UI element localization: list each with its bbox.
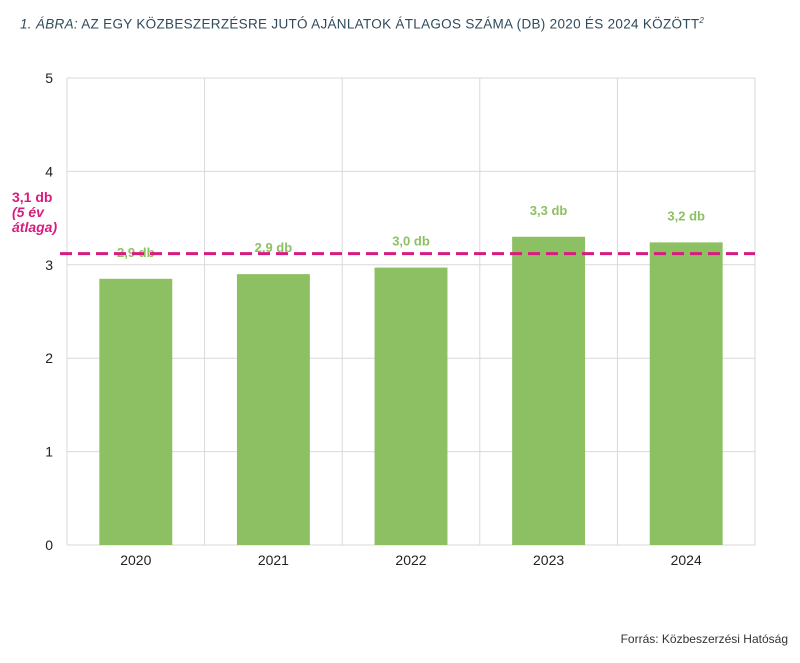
y-tick-label: 2 xyxy=(45,350,53,366)
data-label-2024: 3,2 db xyxy=(667,208,705,223)
data-label-2022: 3,0 db xyxy=(392,234,430,249)
bar-2024 xyxy=(649,242,723,545)
x-tick-label-2023: 2023 xyxy=(533,552,564,568)
bar-2023 xyxy=(512,236,586,545)
x-tick-label-2021: 2021 xyxy=(258,552,289,568)
average-reference-label: 3,1 db (5 év átlaga) xyxy=(12,189,57,235)
bar-2020 xyxy=(99,278,173,545)
y-tick-label: 1 xyxy=(45,444,53,460)
y-tick-label: 3 xyxy=(45,257,53,273)
data-label-2023: 3,3 db xyxy=(530,203,568,218)
chart-title: 1. ÁBRA: AZ EGY KÖZBESZERZÉSRE JUTÓ AJÁN… xyxy=(20,16,790,32)
average-reference-label-line: (5 év xyxy=(12,204,45,220)
chart-title-text: AZ EGY KÖZBESZERZÉSRE JUTÓ AJÁNLATOK ÁTL… xyxy=(81,16,700,32)
chart-title-footnote: 2 xyxy=(699,16,705,25)
average-reference-label-line: 3,1 db xyxy=(12,189,52,205)
y-tick-label: 5 xyxy=(45,70,53,86)
chart-title-prefix: 1. ÁBRA: xyxy=(20,16,78,32)
x-tick-label-2022: 2022 xyxy=(395,552,426,568)
bar-2021 xyxy=(236,274,310,545)
x-tick-label-2024: 2024 xyxy=(671,552,702,568)
x-tick-label-2020: 2020 xyxy=(120,552,151,568)
bar-2022 xyxy=(374,267,448,545)
y-tick-label: 0 xyxy=(45,537,53,553)
average-reference-label-line: átlaga) xyxy=(12,219,57,235)
data-label-2021: 2,9 db xyxy=(255,240,293,255)
y-tick-label: 4 xyxy=(45,163,53,179)
source-note: Forrás: Közbeszerzési Hatóság xyxy=(620,632,788,646)
